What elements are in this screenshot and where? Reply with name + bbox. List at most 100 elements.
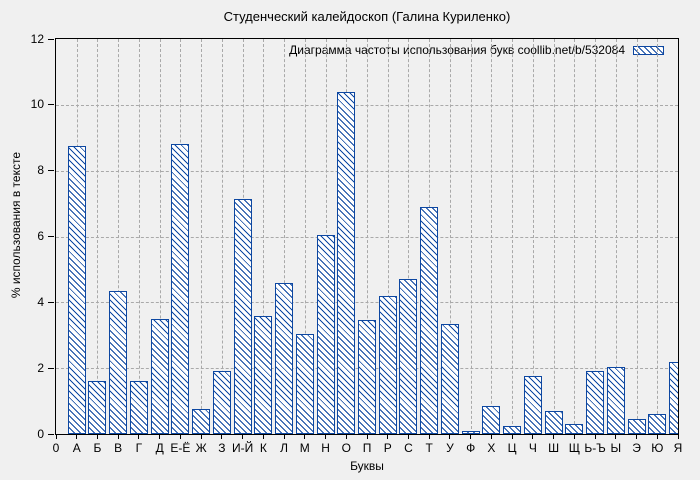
x-tick-label: У bbox=[446, 441, 454, 455]
x-tick-label: О bbox=[341, 441, 351, 455]
x-tick-label: Г bbox=[135, 441, 143, 455]
bar-Х bbox=[482, 406, 501, 434]
bar-Ж bbox=[192, 409, 211, 434]
bar-Ф bbox=[461, 430, 480, 434]
x-gridline bbox=[221, 39, 223, 434]
legend: Диаграмма частоты использования букв coo… bbox=[289, 43, 664, 57]
bar-И-Й bbox=[233, 198, 252, 434]
x-gridline bbox=[408, 39, 410, 434]
x-tick-label: Ц bbox=[507, 441, 517, 455]
bar-В bbox=[109, 290, 128, 434]
bar-Ю bbox=[648, 414, 667, 434]
x-gridline bbox=[201, 39, 203, 434]
x-tick-label: Б bbox=[93, 441, 102, 455]
x-tick-mark bbox=[532, 434, 534, 439]
x-gridline bbox=[636, 39, 638, 434]
x-tick-label: М bbox=[299, 441, 310, 455]
x-tick-mark bbox=[511, 434, 513, 439]
bar-П bbox=[358, 320, 376, 434]
y-tick-label: 4 bbox=[37, 294, 44, 309]
x-tick-label: Ж bbox=[195, 441, 207, 455]
x-tick-label: Е-Ё bbox=[170, 441, 191, 455]
x-gridline bbox=[159, 39, 161, 434]
y-tick-label: 6 bbox=[37, 229, 44, 243]
x-tick-mark bbox=[138, 434, 140, 439]
x-gridline bbox=[595, 39, 597, 434]
bar-Л bbox=[275, 282, 294, 434]
x-tick-mark bbox=[55, 434, 57, 439]
x-tick-mark bbox=[304, 434, 306, 439]
x-gridline bbox=[553, 39, 555, 434]
x-gridline bbox=[449, 39, 451, 434]
x-gridline bbox=[367, 39, 368, 434]
x-gridline bbox=[387, 39, 389, 434]
x-tick-label: Ч bbox=[528, 441, 537, 455]
x-gridline bbox=[491, 39, 493, 434]
x-tick-label: С bbox=[404, 441, 413, 455]
x-gridline bbox=[284, 39, 286, 434]
bar-Ы bbox=[606, 366, 625, 434]
x-tick-label: Я bbox=[673, 441, 683, 455]
x-tick-label: А bbox=[72, 441, 81, 455]
bar-Я bbox=[669, 361, 678, 434]
x-tick-label: Э bbox=[632, 441, 641, 455]
y-tick-mark bbox=[48, 367, 54, 369]
bar-Е-Ё bbox=[171, 144, 190, 434]
x-tick-mark bbox=[345, 434, 347, 439]
x-tick-label: И-Й bbox=[231, 441, 254, 455]
x-tick-mark bbox=[387, 434, 389, 439]
y-tick-label: 10 bbox=[30, 97, 44, 112]
bar-У bbox=[440, 323, 459, 434]
y-tick-label: 12 bbox=[30, 31, 44, 46]
x-tick-label: Х bbox=[487, 441, 496, 455]
x-tick-mark bbox=[553, 434, 555, 439]
x-tick-mark bbox=[636, 434, 638, 439]
bar-Н bbox=[316, 234, 335, 434]
bar-А bbox=[67, 145, 86, 434]
x-gridline bbox=[615, 39, 617, 434]
x-tick-mark bbox=[407, 434, 409, 439]
x-tick-label: 0 bbox=[52, 441, 60, 455]
x-tick-label: П bbox=[362, 441, 372, 455]
x-tick-label: Ф bbox=[466, 441, 476, 455]
x-tick-label: Л bbox=[280, 441, 288, 455]
x-tick-mark bbox=[159, 434, 161, 439]
x-tick-mark bbox=[449, 434, 451, 439]
x-tick-mark bbox=[594, 434, 596, 439]
x-tick-mark bbox=[221, 434, 223, 439]
y-tick-mark bbox=[48, 433, 54, 435]
y-tick-mark bbox=[48, 104, 54, 106]
x-gridline bbox=[118, 39, 120, 434]
x-gridline bbox=[304, 39, 306, 434]
x-gridline bbox=[470, 39, 472, 434]
bar-Ь-Ъ bbox=[586, 371, 605, 434]
bar-М bbox=[295, 333, 314, 434]
bar-Т bbox=[420, 206, 439, 434]
y-tick-mark bbox=[48, 236, 54, 237]
legend-swatch-hatched-bar-icon bbox=[633, 45, 664, 55]
x-tick-label: Ю bbox=[651, 441, 664, 455]
x-tick-mark bbox=[242, 434, 244, 439]
bar-Г bbox=[129, 381, 148, 434]
bar-Д bbox=[150, 318, 169, 434]
x-tick-label: Р bbox=[383, 441, 392, 455]
bar-З bbox=[212, 371, 231, 434]
x-tick-mark bbox=[573, 434, 575, 439]
x-gridline bbox=[657, 39, 659, 434]
y-tick-mark bbox=[48, 301, 54, 303]
x-tick-label: Н bbox=[321, 441, 330, 455]
x-tick-label: Т bbox=[425, 441, 433, 455]
x-gridline bbox=[574, 39, 576, 434]
bar-Ч bbox=[523, 376, 542, 434]
bar-С bbox=[399, 279, 418, 434]
x-tick-mark bbox=[117, 434, 119, 439]
bar-Щ bbox=[565, 424, 584, 434]
x-tick-mark bbox=[615, 434, 617, 439]
plot-area: Диаграмма частоты использования букв coo… bbox=[55, 38, 679, 435]
x-tick-mark bbox=[200, 434, 202, 439]
x-tick-mark bbox=[428, 434, 430, 439]
bar-Ц bbox=[503, 425, 522, 434]
x-tick-label: В bbox=[114, 441, 123, 455]
x-tick-mark bbox=[96, 434, 98, 439]
